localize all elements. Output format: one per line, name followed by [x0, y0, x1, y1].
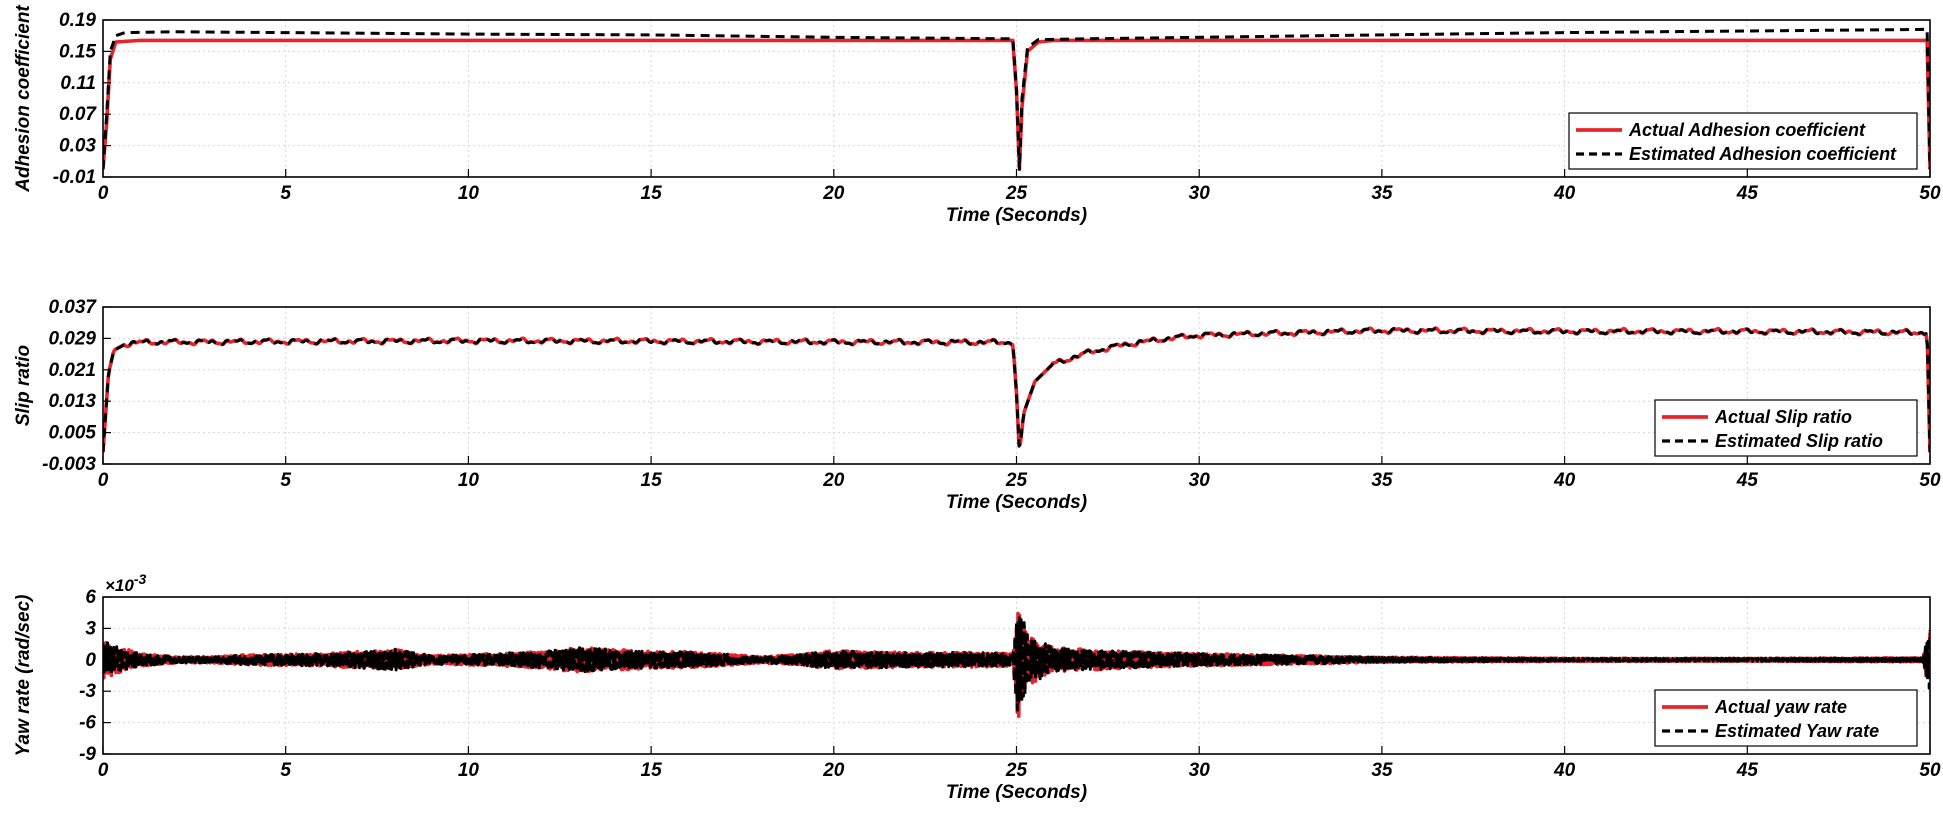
x-tick-label: 20 [822, 183, 845, 204]
x-tick-label: 10 [458, 470, 480, 491]
legend-entry-actual: Actual Adhesion coefficient [1628, 120, 1866, 140]
x-tick-label: 45 [1736, 470, 1759, 491]
y-tick-label: 0.029 [48, 328, 96, 349]
x-tick-label: 35 [1371, 470, 1393, 491]
x-tick-label: 5 [280, 183, 291, 204]
x-axis-label: Time (Seconds) [946, 492, 1087, 513]
series-group [103, 27, 1930, 171]
series-line-estimated [103, 616, 1930, 712]
chart-panel-1: 0 5 10 15 20 25 30 35 40 45 50 -0.01 0.03 0.07 0.11 0.1… [13, 5, 1941, 226]
y-tick-label: -6 [79, 713, 96, 734]
series-line-estimated [103, 327, 1930, 453]
x-tick-label: 30 [1189, 470, 1211, 491]
x-tick-label: 0 [98, 470, 109, 491]
x-tick-label: 35 [1371, 760, 1393, 781]
x-tick-label: 45 [1736, 183, 1759, 204]
y-tick-label: 0.037 [48, 297, 97, 318]
y-tick-label: 6 [85, 587, 96, 608]
y-tick-label: 0 [85, 650, 96, 671]
x-tick-label: 45 [1736, 760, 1759, 781]
chart-panel-2: 0 5 10 15 20 25 30 35 40 45 50 -0.003 0.005 0.013 0.02… [13, 297, 1941, 513]
x-tick-label: 40 [1553, 183, 1576, 204]
x-axis-label: Time (Seconds) [946, 205, 1087, 226]
y-axis-label: Adhesion coefficient [13, 5, 34, 193]
legend-entry-actual: Actual yaw rate [1714, 697, 1847, 717]
x-tick-label: 25 [1005, 760, 1028, 781]
y-axis-label: Yaw rate (rad/sec) [13, 595, 34, 757]
x-tick-label: 15 [641, 470, 663, 491]
x-tick-label: 30 [1189, 760, 1211, 781]
y-tick-label: 0.07 [59, 104, 97, 125]
x-tick-label: 25 [1005, 183, 1028, 204]
legend-box [1654, 689, 1918, 747]
legend: Actual Slip ratio Estimated Slip ratio [1654, 399, 1918, 457]
y-tick-label: 0.021 [48, 360, 96, 381]
y-tick-label: -0.01 [53, 167, 96, 188]
x-tick-label: 50 [1919, 760, 1941, 781]
y-tick-label: -0.003 [42, 454, 96, 475]
x-tick-label: 5 [280, 470, 291, 491]
series-group [103, 326, 1930, 453]
x-tick-label: 30 [1189, 183, 1211, 204]
y-multiplier-label: ×10-3 [105, 571, 147, 595]
y-tick-label: 0.11 [60, 73, 96, 94]
legend-box [1568, 112, 1918, 170]
legend-entry-estimated: Estimated Adhesion coefficient [1629, 144, 1897, 164]
legend: Actual yaw rate Estimated Yaw rate [1654, 689, 1918, 747]
legend-entry-estimated: Estimated Slip ratio [1715, 431, 1883, 451]
y-tick-label: 3 [85, 618, 96, 639]
series-line-actual [103, 38, 1930, 171]
legend-entry-actual: Actual Slip ratio [1714, 407, 1852, 427]
x-tick-label: 20 [822, 760, 845, 781]
legend: Actual Adhesion coefficient Estimated Adh… [1568, 112, 1918, 170]
x-axis-label: Time (Seconds) [946, 782, 1087, 803]
series-group [103, 611, 1930, 718]
x-tick-label: 40 [1553, 470, 1576, 491]
x-tick-label: 40 [1553, 760, 1576, 781]
x-tick-label: 5 [280, 760, 291, 781]
y-axis-label: Slip ratio [13, 345, 34, 426]
y-tick-label: -3 [79, 681, 96, 702]
x-tick-label: 25 [1005, 470, 1028, 491]
x-tick-label: 20 [822, 470, 845, 491]
x-tick-label: 50 [1919, 470, 1941, 491]
y-tick-label: 0.005 [48, 423, 96, 444]
x-tick-label: 10 [458, 760, 480, 781]
y-tick-label: 0.03 [59, 136, 96, 157]
x-tick-label: 35 [1371, 183, 1393, 204]
legend-entry-estimated: Estimated Yaw rate [1715, 721, 1879, 741]
legend-box [1654, 399, 1918, 457]
y-tick-label: -9 [79, 744, 96, 765]
y-tick-label: 0.19 [59, 10, 96, 31]
x-tick-label: 15 [641, 760, 663, 781]
chart-panel-3: 0 5 10 15 20 25 30 35 40 45 50 -9 -6 -3 0 3 6 Time (Secon… [13, 571, 1941, 803]
x-tick-label: 0 [98, 183, 109, 204]
x-tick-label: 15 [641, 183, 663, 204]
x-tick-label: 10 [458, 183, 480, 204]
x-tick-label: 50 [1919, 183, 1941, 204]
y-tick-label: 0.013 [48, 391, 96, 412]
series-line-estimated [103, 27, 1930, 171]
y-tick-label: 0.15 [59, 41, 96, 62]
x-tick-label: 0 [98, 760, 109, 781]
